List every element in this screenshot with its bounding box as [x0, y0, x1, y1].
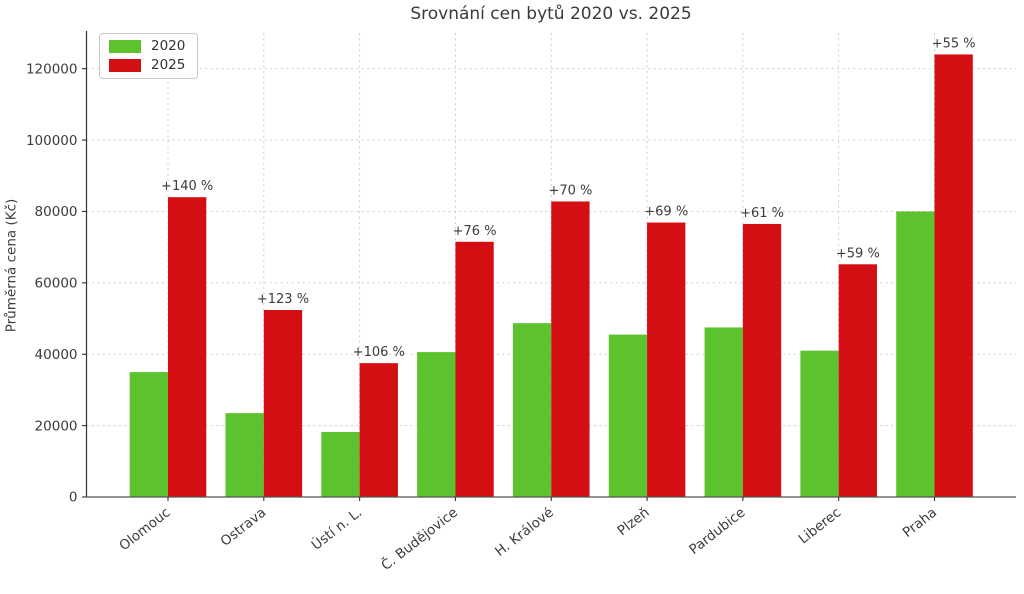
pct-label-olomouc: +140 % — [161, 179, 213, 194]
bar-2025-praha — [934, 54, 973, 498]
x-tick-label-praha: Praha — [900, 505, 940, 541]
legend-label-2020: 2020 — [151, 38, 186, 54]
bar-2020-bud-jovice — [417, 352, 456, 497]
bar-2025-ostrava — [263, 309, 303, 497]
x-tick-label-plze: Plzeň — [614, 505, 652, 540]
legend: 2020 2025 — [99, 33, 199, 79]
legend-swatch-2025 — [109, 58, 141, 72]
bar-2025-olomouc — [168, 197, 207, 497]
y-tick-label-100000: 100000 — [26, 133, 78, 149]
bar-2025-bud-jovice — [455, 241, 494, 497]
bar-2020-olomouc — [129, 372, 168, 497]
x-tick-label-liberec: Liberec — [796, 505, 845, 548]
y-tick-label-0: 0 — [69, 490, 78, 506]
pct-label-praha: +55 % — [932, 36, 976, 51]
y-tick-label-20000: 20000 — [35, 418, 78, 434]
pct-label-liberec: +59 % — [836, 246, 880, 261]
legend-label-2025: 2025 — [151, 56, 186, 73]
pct-label-bud-jovice: +76 % — [453, 224, 497, 239]
bar-2025-pardubice — [742, 223, 782, 497]
x-tick-label-st-n-l: Ústí n. L. — [307, 503, 365, 554]
legend-item-2025: 2025 — [109, 56, 186, 73]
y-tick-label-120000: 120000 — [26, 61, 78, 77]
x-tick-label-pardubice: Pardubice — [686, 505, 748, 558]
x-tick-label-h-kr-lov: H. Králové — [492, 505, 557, 560]
x-tick-label-ostrava: Ostrava — [218, 505, 270, 550]
legend-item-2020: 2020 — [109, 38, 186, 54]
pct-label-h-kr-lov: +70 % — [548, 183, 592, 198]
bar-2020-h-kr-lov — [512, 323, 552, 497]
bar-2020-pardubice — [704, 327, 743, 497]
pct-label-ostrava: +123 % — [257, 292, 309, 307]
pct-label-pardubice: +61 % — [740, 206, 784, 221]
bar-2025-h-kr-lov — [551, 201, 590, 497]
pct-label-st-n-l: +106 % — [353, 345, 405, 360]
legend-swatch-2020 — [109, 40, 141, 54]
chart-title: Srovnání cen bytů 2020 vs. 2025 — [410, 4, 692, 24]
bar-2020-plze — [608, 334, 648, 497]
bar-2025-st-n-l — [359, 363, 398, 497]
x-tick-label-bud-jovice: Č. Budějovice — [377, 503, 461, 574]
bar-2025-plze — [647, 222, 686, 497]
bar-2020-liberec — [800, 350, 839, 497]
y-tick-label-40000: 40000 — [35, 347, 78, 363]
x-tick-label-olomouc: Olomouc — [116, 505, 173, 555]
pct-label-plze: +69 % — [644, 205, 688, 220]
y-tick-label-60000: 60000 — [35, 276, 78, 292]
bar-2020-praha — [896, 211, 935, 497]
bar-2020-ostrava — [225, 413, 264, 497]
bar-2020-st-n-l — [321, 432, 360, 497]
y-tick-label-80000: 80000 — [35, 204, 78, 220]
bar-2025-liberec — [838, 264, 877, 497]
